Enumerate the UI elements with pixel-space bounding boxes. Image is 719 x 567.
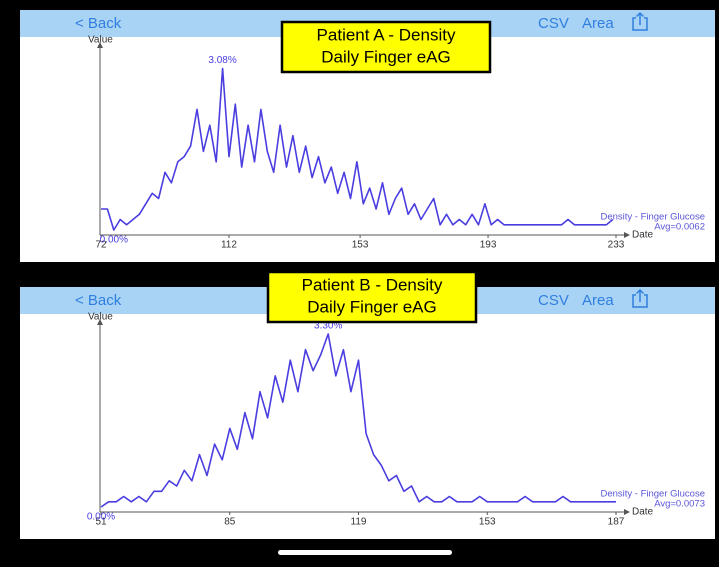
legend-entry: Density - Finger Glucose	[600, 212, 705, 223]
x-axis-label: Date	[632, 230, 654, 241]
y-axis-arrow	[97, 42, 103, 48]
csv-button[interactable]: CSV	[538, 15, 569, 32]
legend-note: Avg=0.0073	[654, 499, 705, 510]
annotation: 0.00%	[87, 512, 115, 523]
y-axis-arrow	[97, 319, 103, 325]
title-box	[266, 270, 478, 324]
legend-note: Avg=0.0062	[654, 222, 705, 233]
legend-entry: Density - Finger Glucose	[600, 489, 705, 500]
share-icon[interactable]	[632, 11, 648, 31]
back-button[interactable]: < Back	[75, 15, 122, 32]
x-tick-label: 119	[351, 517, 367, 528]
annotation: 3.30%	[314, 321, 342, 332]
area-button[interactable]: Area	[582, 15, 614, 32]
x-tick-label: 153	[479, 517, 496, 528]
x-tick-label: 187	[608, 517, 625, 528]
chart-title: Patient B - Density	[302, 275, 443, 294]
annotation: 3.08%	[208, 55, 236, 66]
x-tick-label: 233	[608, 240, 625, 251]
y-axis-label: Value	[88, 35, 113, 46]
chart-subtitle: Daily Finger eAG	[307, 297, 436, 316]
x-tick-label: 72	[95, 240, 107, 251]
data-line	[100, 333, 616, 508]
x-axis-label: Date	[632, 507, 654, 518]
csv-button[interactable]: CSV	[538, 292, 569, 309]
area-button[interactable]: Area	[582, 292, 614, 309]
x-tick-label: 51	[95, 517, 107, 528]
home-indicator	[278, 550, 452, 555]
x-axis-arrow	[624, 232, 630, 238]
x-tick-label: 153	[352, 240, 369, 251]
title-box	[280, 20, 492, 74]
share-icon[interactable]	[632, 288, 648, 308]
annotation: 0.00%	[100, 235, 128, 246]
y-axis-label: Value	[88, 312, 113, 323]
x-tick-label: 85	[224, 517, 236, 528]
back-button[interactable]: < Back	[75, 292, 122, 309]
chart-title: Patient A - Density	[317, 25, 456, 44]
x-axis-arrow	[624, 509, 630, 515]
x-tick-label: 193	[480, 240, 497, 251]
data-line	[101, 67, 614, 231]
x-tick-label: 112	[221, 240, 237, 251]
chart-subtitle: Daily Finger eAG	[321, 47, 450, 66]
panel	[20, 287, 715, 539]
